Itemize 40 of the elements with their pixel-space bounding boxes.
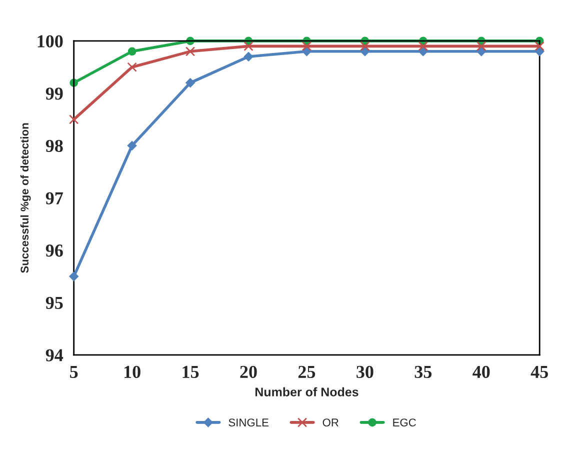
x-tick-label: 40 — [472, 366, 490, 378]
point — [185, 46, 196, 56]
y-tick-label: 96 — [46, 244, 63, 257]
point — [360, 41, 370, 52]
y-tick-label: 95 — [46, 296, 63, 310]
legend-label: EGC — [393, 418, 416, 426]
point — [476, 46, 486, 56]
point — [418, 41, 428, 52]
y-tick-label: 99 — [46, 88, 63, 100]
point — [69, 272, 78, 282]
x-tick-label: 5 — [70, 366, 78, 378]
point — [127, 62, 137, 72]
point — [244, 52, 254, 62]
x-tick-label: 25 — [298, 366, 316, 378]
point — [127, 140, 137, 150]
y-tick-label: 94 — [46, 349, 64, 362]
point — [302, 46, 312, 56]
legend-label: SINGLE — [228, 418, 268, 426]
x-tick-label: 10 — [124, 366, 140, 378]
y-tick-label: 97 — [46, 192, 63, 204]
point — [534, 46, 544, 56]
point — [302, 41, 312, 52]
x-tick-label: 30 — [356, 366, 374, 378]
x-tick-label: 20 — [240, 366, 257, 378]
point — [360, 46, 370, 56]
x-axis-title: Number of Nodes — [255, 387, 358, 396]
point — [418, 46, 428, 56]
point — [534, 41, 544, 52]
y-tick-label: 98 — [46, 140, 63, 152]
point — [68, 114, 79, 124]
legend-label: OR — [322, 418, 338, 426]
x-tick-label: 15 — [182, 366, 199, 378]
point — [128, 47, 136, 56]
x-tick-label: 45 — [530, 366, 548, 378]
point — [186, 78, 195, 88]
point — [244, 41, 254, 52]
y-axis-title: Successful %ge of detection — [20, 123, 31, 273]
point — [476, 41, 486, 52]
y-tick-label: 100 — [38, 35, 63, 48]
x-tick-label: 35 — [414, 366, 432, 378]
